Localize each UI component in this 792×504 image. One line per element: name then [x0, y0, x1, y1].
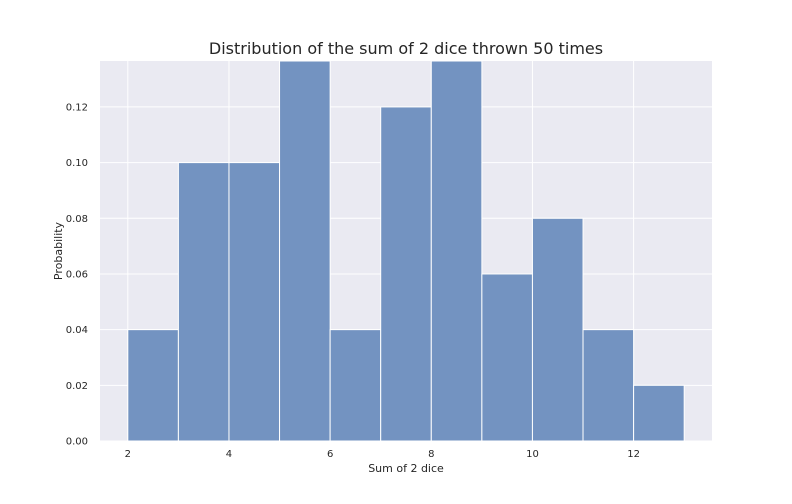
histogram-bar	[127, 329, 179, 442]
y-tick-label: 0.00	[66, 437, 88, 448]
y-tick-label: 0.04	[66, 325, 88, 336]
histogram-bar	[177, 162, 230, 442]
y-tick-label: 0.12	[66, 102, 88, 113]
chart-title: Distribution of the sum of 2 dice thrown…	[209, 39, 603, 58]
y-tick-label: 0.02	[66, 381, 88, 392]
histogram-bar	[430, 60, 483, 442]
bars	[127, 60, 685, 442]
histogram-bar	[228, 162, 281, 442]
x-tick-label: 8	[428, 449, 434, 460]
histogram-bar	[329, 329, 382, 442]
x-tick-label: 2	[125, 449, 131, 460]
y-tick-label: 0.06	[66, 269, 88, 280]
histogram-bar	[633, 384, 685, 442]
y-tick-label: 0.10	[66, 158, 88, 169]
histogram-bar	[582, 329, 635, 442]
x-tick-label: 10	[526, 449, 539, 460]
histogram-bar	[481, 273, 533, 442]
y-axis-label: Probability	[52, 221, 65, 280]
histogram-bar	[531, 217, 584, 442]
x-tick-label: 12	[627, 449, 640, 460]
x-tick-labels: 2 4 6 8 10 12	[125, 449, 640, 460]
y-tick-labels: 0.00 0.02 0.04 0.06 0.08 0.10 0.12	[66, 102, 88, 447]
histogram-bar	[279, 60, 331, 442]
histogram-bar	[380, 106, 432, 442]
x-tick-label: 6	[327, 449, 333, 460]
y-tick-label: 0.08	[66, 214, 88, 225]
x-axis-label: Sum of 2 dice	[368, 462, 444, 475]
x-tick-label: 4	[226, 449, 232, 460]
